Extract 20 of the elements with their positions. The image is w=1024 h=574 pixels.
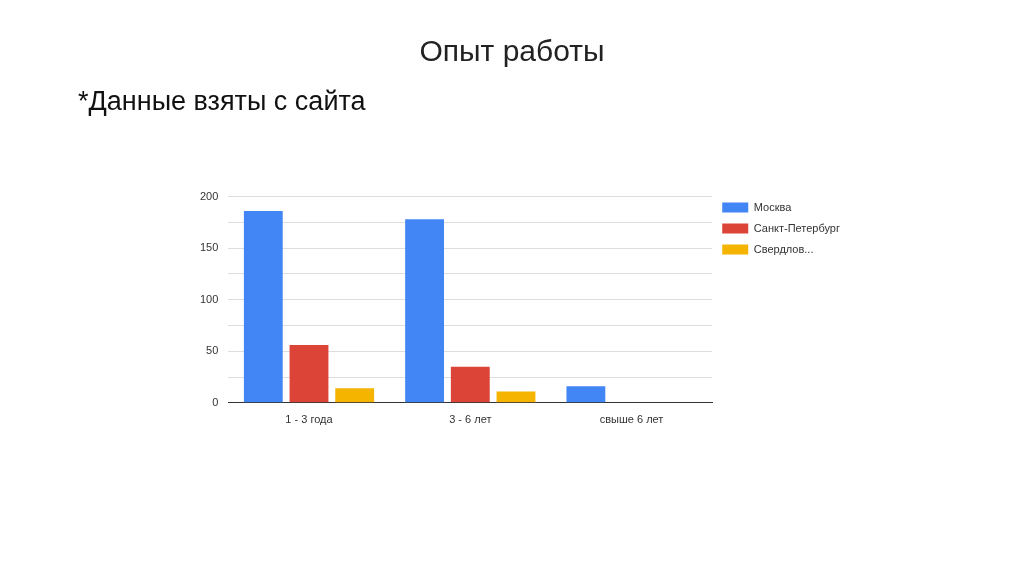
- chart-subtitle: *Данные взяты с сайта: [78, 86, 366, 117]
- x-tick-label: 3 - 6 лет: [449, 413, 492, 426]
- legend-label: Москва: [753, 200, 793, 213]
- y-tick-label: 0: [212, 395, 219, 408]
- x-tick-label: 1 - 3 года: [285, 413, 334, 426]
- chart-title: Опыт работы: [418, 34, 606, 68]
- legend-label: Санкт-Петербург: [753, 221, 841, 234]
- bar: [405, 219, 445, 403]
- bar: [450, 366, 490, 403]
- y-tick-label: 200: [199, 189, 219, 202]
- bar: [496, 391, 536, 403]
- legend-label: Свердлов...: [753, 242, 814, 255]
- x-tick-label: свыше 6 лет: [599, 413, 664, 426]
- y-tick-label: 100: [199, 292, 219, 305]
- bar: [289, 345, 329, 403]
- bar: [566, 386, 606, 403]
- y-tick-label: 50: [206, 344, 219, 357]
- y-tick-label: 150: [199, 241, 219, 254]
- bar: [335, 388, 375, 403]
- bar: [243, 211, 283, 403]
